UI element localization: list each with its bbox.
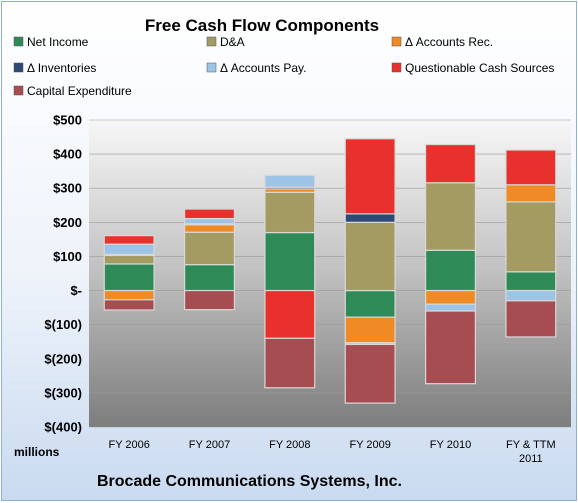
x-tick-label: FY 2009 — [349, 439, 390, 451]
bar-segment — [344, 213, 396, 223]
bar-segment — [424, 289, 477, 305]
legend: Net Income D&A Δ Accounts Rec. Δ Inventorie… — [13, 35, 554, 98]
legend-label: Net Income — [27, 35, 89, 49]
bar-segment — [264, 174, 316, 188]
legend-swatch — [206, 62, 217, 73]
y-tick-label: $- — [70, 283, 82, 298]
x-tick-label: FY 2008 — [269, 439, 310, 451]
bar-segment — [424, 182, 477, 251]
legend-label: D&A — [220, 35, 245, 49]
legend-swatch — [13, 62, 24, 73]
gridlines — [89, 119, 571, 428]
legend-swatch — [13, 85, 24, 96]
bar-segment — [103, 254, 155, 265]
bar-segment — [264, 289, 316, 339]
bar-segment — [344, 316, 396, 344]
y-axis: $500 $400 $300 $200 $100 $- $(100) $(200) $(300)… — [44, 113, 82, 435]
x-tick-line: 2011 — [519, 453, 543, 465]
bar-segment — [183, 289, 236, 311]
legend-swatch — [206, 36, 217, 47]
y-tick-label: $200 — [53, 215, 82, 230]
y-tick-label: $(400) — [44, 420, 82, 435]
bars — [103, 138, 557, 404]
legend-label: Δ Inventories — [27, 61, 96, 75]
bar-segment — [505, 300, 557, 338]
bar-segment — [424, 249, 477, 292]
bar-segment — [344, 343, 396, 404]
bar-segment — [103, 243, 155, 255]
y-tick-label: $500 — [53, 113, 82, 128]
bar-segment — [505, 271, 557, 292]
bar-segment — [424, 143, 477, 184]
legend-swatch — [391, 36, 402, 47]
bar-segment — [264, 231, 316, 292]
x-tick-label: FY & TTM 2011 — [506, 439, 556, 465]
bar-segment — [505, 201, 557, 273]
bar-segment — [103, 263, 155, 292]
y-tick-label: $100 — [53, 249, 82, 264]
bar-segment — [183, 264, 236, 292]
bar-segment — [183, 231, 236, 266]
y-tick-label: $(300) — [44, 385, 82, 400]
bar-segment — [505, 149, 557, 186]
plot-area — [89, 120, 571, 427]
bar-segment — [344, 138, 396, 215]
bar-segment — [344, 289, 396, 318]
bar-segment — [264, 191, 316, 234]
legend-label: Capital Expenditure — [27, 84, 132, 98]
bar-segment — [264, 337, 316, 389]
bar-segment — [183, 208, 236, 220]
x-axis: FY 2006 FY 2007 FY 2008 FY 2009 FY 2010 FY & … — [108, 439, 555, 465]
bar-segment — [505, 184, 557, 203]
x-tick-label: FY 2006 — [108, 439, 149, 451]
legend-swatch — [13, 36, 24, 47]
bar-segment — [424, 303, 477, 312]
bar-segment — [424, 310, 477, 385]
y-tick-label: $(200) — [44, 351, 82, 366]
x-tick-label: FY 2007 — [189, 439, 230, 451]
bar-segment — [183, 224, 236, 233]
company-name: Brocade Communications Systems, Inc. — [97, 473, 402, 490]
bar-segment — [183, 217, 236, 225]
chart-title: Free Cash Flow Components — [145, 16, 379, 35]
legend-label: Δ Accounts Rec. — [405, 35, 493, 49]
y-units-label: millions — [14, 445, 60, 459]
x-tick-line: FY & TTM — [506, 439, 556, 451]
bar-segment — [103, 235, 155, 245]
bar-segment — [344, 221, 396, 292]
legend-label: Questionable Cash Sources — [405, 61, 554, 75]
y-tick-label: $(100) — [44, 317, 82, 332]
bar-segment — [103, 289, 155, 301]
y-tick-label: $300 — [53, 181, 82, 196]
x-tick-label: FY 2010 — [430, 439, 471, 451]
legend-swatch — [391, 62, 402, 73]
bar-segment — [505, 289, 557, 302]
legend-label: Δ Accounts Pay. — [220, 61, 307, 75]
y-tick-label: $400 — [53, 147, 82, 162]
bar-segment — [103, 299, 155, 311]
